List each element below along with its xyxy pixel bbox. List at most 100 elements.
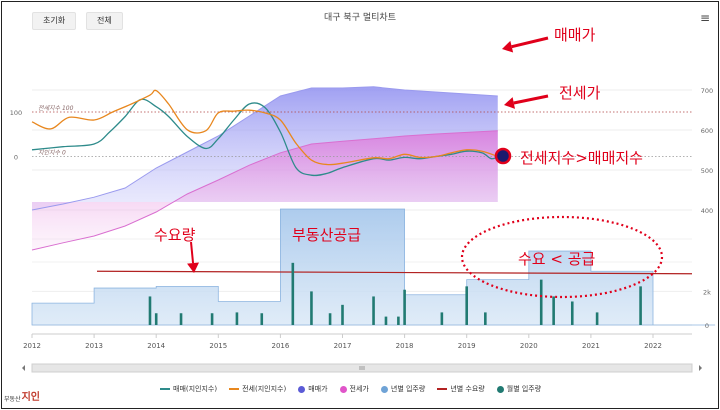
highlight-ellipse: [460, 215, 664, 299]
right-axis-label: 2k: [703, 288, 711, 296]
highlight-marker: [494, 147, 512, 165]
legend-item[interactable]: 매매(지인지수): [160, 384, 217, 394]
legend-item[interactable]: 월별 입주량: [496, 384, 542, 394]
right-axis-label: 500: [701, 167, 713, 175]
reference-line-label: 지인지수 0: [38, 150, 66, 157]
monthly-supply-bar: [639, 286, 642, 325]
right-axis-label: 400: [701, 207, 713, 215]
yearly-demand-line: [96, 270, 693, 275]
legend-label: 전세가: [349, 385, 369, 393]
monthly-supply-bar: [372, 296, 375, 325]
legend-label: 전세(지인지수): [242, 385, 287, 393]
demand-arrow-head: [187, 262, 200, 273]
monthly-supply-bar: [397, 316, 400, 325]
yearly-supply-area: [31, 208, 716, 326]
monthly-supply-bar: [552, 296, 555, 325]
annotation-supply: 부동산공급: [292, 226, 362, 244]
chart-title: 대구 북구 멀티차트: [324, 13, 396, 23]
left-axis-label: 100: [10, 109, 22, 117]
annotation-demand-vs-supply: 수요 < 공급: [518, 250, 596, 268]
x-tick-label: 2016: [271, 342, 289, 350]
scroll-left-icon: [22, 365, 25, 371]
hamburger-menu-icon[interactable]: ≡: [699, 11, 710, 25]
legend-item[interactable]: 년별 입주량: [380, 384, 426, 394]
monthly-supply-bar: [148, 296, 152, 325]
monthly-supply-bar: [291, 262, 295, 325]
reference-line-label: 전세지수 100: [38, 105, 74, 112]
monthly-supply-bar: [328, 313, 332, 325]
x-tick-label: 2018: [396, 342, 414, 350]
jeonse-index-line: [31, 89, 499, 166]
supply-demand-panel: [31, 208, 716, 326]
monthly-supply-bar: [595, 312, 599, 325]
legend-item[interactable]: 전세(지인지수): [229, 384, 286, 394]
x-tick-label: 2021: [582, 342, 600, 350]
reset-button[interactable]: 초기화: [32, 12, 77, 30]
right-axis-label: 700: [701, 87, 713, 95]
jeonse-price-area: [32, 130, 498, 250]
jeonse-price-line: [31, 130, 498, 251]
monthly-supply-bar: [154, 313, 158, 325]
jeonse-price-arrow-head: [504, 97, 515, 109]
brand-logo: 부동산 지인: [4, 388, 40, 403]
monthly-supply-bar: [384, 316, 388, 325]
monthly-supply-bar: [310, 291, 313, 325]
right-axis-label: 600: [701, 127, 713, 135]
legend-swatch: [229, 388, 240, 390]
x-tick-label: 2013: [85, 342, 103, 350]
demand-arrow-shaft: [190, 241, 195, 264]
monthly-supply-bar: [440, 312, 444, 325]
x-tick-label: 2014: [147, 342, 165, 350]
monthly-supply-bar: [403, 289, 406, 325]
x-tick-label: 2022: [644, 342, 662, 350]
legend-swatch: [380, 385, 388, 393]
price-areas: [31, 86, 498, 251]
monthly-supply-bar: [341, 304, 344, 325]
axes: 2012 2013 2014 2015 2016 2017 2018 2019 2020 2021…: [10, 87, 713, 350]
sale-price-arrow-shaft: [511, 36, 549, 49]
x-tick-label: 2020: [520, 342, 538, 350]
scroll-right-icon: [699, 365, 702, 371]
sale-price-arrow-head: [502, 40, 514, 53]
legend: 매매(지인지수) 전세(지인지수) 매매가 전세가 년별 입주량 년별 수요량 월별 입주량: [160, 384, 541, 394]
all-button[interactable]: 전체: [86, 12, 123, 30]
legend-swatch: [437, 388, 448, 390]
monthly-supply-bar: [260, 313, 264, 325]
reference-lines: 전세지수 100 지인지수 0: [32, 105, 692, 157]
legend-swatch: [496, 385, 504, 393]
x-tick-label: 2015: [209, 342, 227, 350]
legend-label: 매매(지인지수): [173, 385, 218, 393]
left-axis-label: 0: [14, 154, 18, 162]
monthly-supply-bar: [570, 301, 574, 325]
annotation-layer: [187, 36, 664, 299]
monthly-supply-bar: [235, 312, 239, 325]
legend-label: 년별 수요량: [450, 385, 485, 393]
jeonse-price-arrow-shaft: [513, 94, 549, 105]
monthly-supply-bar: [465, 286, 468, 325]
logo-small-text: 부동산: [4, 396, 21, 403]
monthly-supply-bar: [539, 279, 543, 325]
annotation-sale-price: 매매가: [554, 26, 596, 44]
index-lines: [31, 89, 502, 177]
legend-label: 매매가: [308, 385, 328, 393]
right-axis-label: 0: [705, 322, 709, 330]
legend-swatch: [298, 385, 306, 393]
legend-item[interactable]: 전세가: [339, 384, 369, 394]
monthly-supply-bar: [484, 312, 487, 325]
monthly-supply-bar: [210, 313, 214, 325]
annotation-demand: 수요량: [154, 226, 196, 244]
legend-item[interactable]: 년별 수요량: [437, 384, 485, 394]
annotation-jeonse-price: 전세가: [559, 84, 601, 102]
x-tick-label: 2017: [334, 342, 352, 350]
monthly-supply-bar: [179, 313, 183, 325]
legend-label: 월별 입주량: [506, 385, 542, 393]
logo-big-text: 지인: [21, 392, 40, 403]
legend-label: 년별 입주량: [390, 385, 426, 393]
sale-price-line: [31, 86, 498, 211]
navigator: [22, 363, 702, 373]
legend-swatch: [339, 385, 347, 393]
legend-swatch: [160, 388, 170, 390]
legend-item[interactable]: 매매가: [298, 384, 328, 394]
